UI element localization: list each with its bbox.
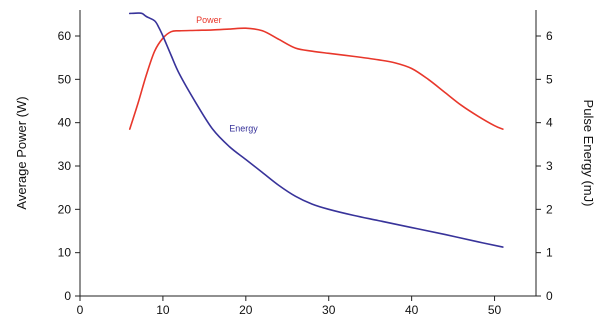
right-y-axis-title: Pulse Energy (mJ) xyxy=(581,100,596,207)
right-y-tick-label: 2 xyxy=(546,202,553,216)
left-y-tick-label: 10 xyxy=(58,246,72,260)
plot-area xyxy=(79,10,537,297)
x-tick-label: 50 xyxy=(488,303,502,317)
power-series-label: Power xyxy=(196,15,222,25)
right-y-tick-label: 6 xyxy=(546,29,553,43)
x-tick-label: 0 xyxy=(77,303,84,317)
energy-series-label: Energy xyxy=(229,123,258,133)
x-tick-label: 20 xyxy=(239,303,253,317)
right-y-tick-label: 3 xyxy=(546,159,553,173)
left-y-tick-label: 20 xyxy=(58,202,72,216)
right-y-axis-ticks: 0 1 2 3 4 5 6 xyxy=(536,29,553,303)
x-tick-label: 30 xyxy=(322,303,336,317)
energy-series-line xyxy=(128,12,504,248)
power-series-line xyxy=(128,27,504,130)
left-y-axis-title: Average Power (W) xyxy=(14,96,29,209)
left-y-tick-label: 30 xyxy=(58,159,72,173)
left-y-tick-label: 60 xyxy=(58,29,72,43)
left-y-axis-ticks: 0 10 20 30 40 50 60 xyxy=(58,29,80,303)
left-y-tick-label: 50 xyxy=(58,72,72,86)
right-y-tick-label: 1 xyxy=(546,246,553,260)
left-y-tick-label: 40 xyxy=(58,116,72,130)
x-tick-label: 40 xyxy=(405,303,419,317)
x-tick-label: 10 xyxy=(156,303,170,317)
right-y-tick-label: 5 xyxy=(546,72,553,86)
right-y-tick-label: 0 xyxy=(546,289,553,303)
x-axis-ticks: 0 10 20 30 40 50 xyxy=(77,296,502,317)
series-group: Power Energy xyxy=(128,12,504,248)
left-y-tick-label: 0 xyxy=(64,289,71,303)
right-y-tick-label: 4 xyxy=(546,116,553,130)
